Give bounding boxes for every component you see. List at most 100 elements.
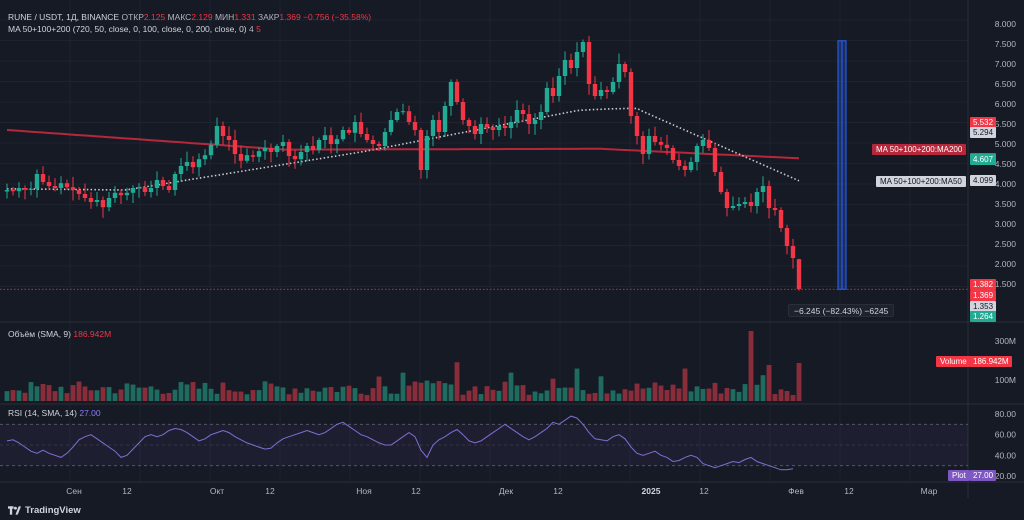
volume-bar [250,390,256,401]
volume-legend[interactable]: Объём (SMA, 9) 186.942M [8,329,111,339]
ma-label[interactable]: MA 50+100+200 (720, 50, close, 0, 100, c… [8,24,247,34]
ma200-tag: MA 50+100+200:MA200 [872,144,967,155]
price-tag: 1.264 [970,311,997,322]
candle-body [124,192,130,196]
volume-bar [4,391,10,401]
candle-body [568,60,574,68]
candle-body [712,148,718,172]
volume-bar [178,382,184,401]
price-tick-label: 4.500 [995,159,1017,169]
rsi-legend[interactable]: RSI (14, SMA, 14) 27.00 [8,408,101,418]
candle-body [232,140,238,154]
candle-body [400,111,406,113]
volume-bar [670,384,676,401]
candle-body [382,132,388,146]
tradingview-logo[interactable]: TradingView [8,505,81,516]
candle-body [598,90,604,96]
volume-bar [424,380,430,401]
volume-bar [190,382,196,401]
candle-body [214,126,220,145]
price-tag: 5.532 [970,117,997,129]
volume-bar [52,391,58,401]
volume-bar [412,381,418,401]
volume-bar [430,383,436,401]
volume-bar [148,386,154,401]
rsi-tick-label: 80.00 [995,409,1017,419]
volume-bar [694,386,700,401]
volume-bar [238,391,244,401]
volume-bar [784,391,790,401]
volume-bar [478,394,484,401]
volume-bar [202,382,208,401]
volume-bar [532,391,538,401]
volume-bar [766,365,772,401]
volume-bar [652,382,658,401]
candle-body [448,82,454,106]
candle-body [112,192,118,198]
candle-body [634,116,640,136]
candle-body [100,200,106,208]
volume-bar [34,386,40,401]
candle-body [292,156,298,160]
candle-body [466,120,472,126]
candle-body [640,136,646,154]
candle-body [784,228,790,246]
candle-body [742,202,748,204]
symbol-title[interactable]: RUNE / USDT, 1Д, BINANCE [8,12,120,22]
candle-body [280,142,286,146]
symbol-legend[interactable]: RUNE / USDT, 1Д, BINANCE ОТКР2.125 МАКС2… [8,12,371,22]
candle-body [658,142,664,145]
candle-body [364,134,370,140]
time-tick-label: 12 [122,486,132,496]
candle-body [472,126,478,134]
volume-bar [550,378,556,401]
candle-body [790,246,796,258]
candle-body [532,120,538,124]
candle-body [760,186,766,192]
volume-bar [628,390,634,401]
volume-label[interactable]: Объём (SMA, 9) [8,329,71,339]
volume-bar [256,390,262,401]
ma-value-a: 4 [249,24,254,34]
volume-bar [364,394,370,401]
candle-body [424,136,430,170]
volume-bar [118,389,124,401]
candle-body [610,82,616,92]
volume-bar [562,387,568,401]
volume-bar [676,388,682,401]
candle-body [40,174,46,182]
rsi-tick-label: 40.00 [995,450,1017,460]
candle-body [352,122,358,133]
volume-bar [406,385,412,401]
volume-bar [298,392,304,401]
measure-tool[interactable] [837,40,847,290]
price-tag: 1.382 [970,279,997,290]
volume-bar [544,390,550,401]
volume-bar [232,391,238,401]
candle-body [376,144,382,146]
open-label: ОТКР [121,12,144,22]
volume-bar [46,385,52,401]
rsi-label[interactable]: RSI (14, SMA, 14) [8,408,77,418]
price-tick-label: 2.000 [995,259,1017,269]
candle-body [490,127,496,130]
ma-legend[interactable]: MA 50+100+200 (720, 50, close, 0, 100, c… [8,24,261,34]
volume-bar [352,388,358,401]
candle-body [688,162,694,170]
candle-body [574,52,580,68]
candle-body [202,155,208,160]
candle-body [196,159,202,168]
candle-body [46,182,52,186]
volume-bar [748,331,754,401]
volume-bar [370,388,376,401]
volume-bar [586,393,592,401]
candle-body [358,122,364,134]
price-tag: 5.294 [970,126,997,138]
time-tick-label: 12 [411,486,421,496]
candle-body [418,130,424,170]
price-tag: 1.353 [970,301,997,312]
candle-body [244,155,250,161]
volume-bar [688,391,694,401]
candle-body [322,135,328,140]
